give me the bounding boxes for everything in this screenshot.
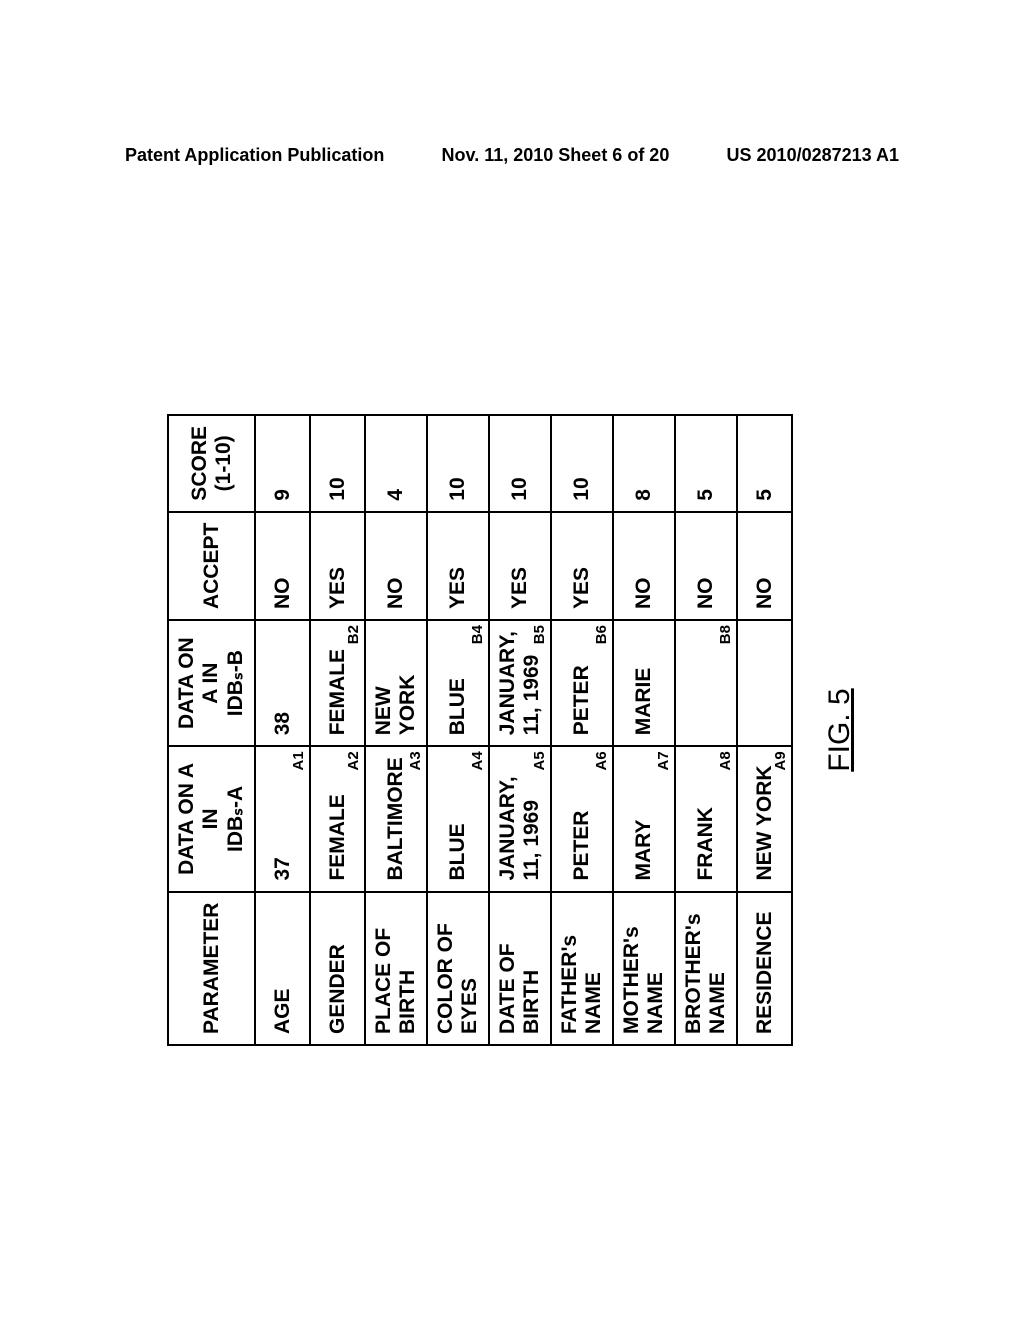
cell-data-a-tag: A5 [531, 751, 548, 770]
header-right: US 2010/0287213 A1 [727, 145, 899, 166]
cell-parameter: AGE [255, 892, 310, 1045]
col-score-line2: (1-10) [212, 426, 236, 501]
header-center: Nov. 11, 2010 Sheet 6 of 20 [442, 145, 670, 166]
cell-data-a-tag: A9 [772, 751, 789, 770]
cell-data-b: NEW YORK [365, 620, 427, 746]
table-header-row: PARAMETER DATA ON A IN IDBₛ-A DATA ON A … [168, 415, 255, 1045]
cell-parameter: COLOR OF EYES [427, 892, 489, 1045]
cell-data-b: BLUEB4 [427, 620, 489, 746]
col-score: SCORE (1-10) [168, 415, 255, 512]
col-accept: ACCEPT [168, 512, 255, 620]
table-body: AGE37A138NO9GENDERFEMALEA2FEMALEB2YES10P… [255, 415, 792, 1045]
cell-accept: YES [489, 512, 551, 620]
cell-data-a-tag: A1 [290, 751, 307, 770]
cell-score: 5 [737, 415, 792, 512]
cell-data-a: NEW YORKA9 [737, 746, 792, 891]
cell-data-a-tag: A2 [345, 751, 362, 770]
cell-data-a: JANUARY, 11, 1969A5 [489, 746, 551, 891]
col-score-line1: SCORE [188, 426, 211, 501]
cell-accept: NO [613, 512, 675, 620]
cell-parameter: DATE OF BIRTH [489, 892, 551, 1045]
cell-data-b: JANUARY, 11, 1969B5 [489, 620, 551, 746]
cell-parameter: RESIDENCE [737, 892, 792, 1045]
cell-accept: NO [255, 512, 310, 620]
cell-data-a-tag: A6 [593, 751, 610, 770]
cell-parameter: MOTHER's NAME [613, 892, 675, 1045]
cell-data-a: PETERA6 [551, 746, 613, 891]
col-data-b-line2: IDBₛ-B [223, 631, 248, 735]
figure-caption: FIG. 5 [823, 414, 857, 1046]
cell-score: 4 [365, 415, 427, 512]
cell-data-a-tag: A4 [469, 751, 486, 770]
col-data-b-line1: DATA ON A IN [175, 637, 222, 729]
cell-accept: NO [675, 512, 737, 620]
page-header: Patent Application Publication Nov. 11, … [0, 145, 1024, 166]
table-row: BROTHER's NAMEFRANKA8 B8 NO5 [675, 415, 737, 1045]
table-row: PLACE OF BIRTHBALTIMOREA3NEW YORKNO4 [365, 415, 427, 1045]
cell-data-b-tag: B4 [469, 625, 486, 644]
table-row: DATE OF BIRTHJANUARY, 11, 1969A5JANUARY,… [489, 415, 551, 1045]
figure-area: PARAMETER DATA ON A IN IDBₛ-A DATA ON A … [167, 414, 857, 1046]
cell-data-b: FEMALEB2 [310, 620, 365, 746]
cell-parameter: BROTHER's NAME [675, 892, 737, 1045]
cell-accept: NO [365, 512, 427, 620]
col-data-b: DATA ON A IN IDBₛ-B [168, 620, 255, 746]
header-left: Patent Application Publication [125, 145, 384, 166]
col-data-a-line2: IDBₛ-A [223, 757, 248, 880]
cell-accept: YES [310, 512, 365, 620]
cell-data-a: FEMALEA2 [310, 746, 365, 891]
col-data-a-line1: DATA ON A IN [175, 763, 222, 875]
cell-data-a: BLUEA4 [427, 746, 489, 891]
cell-score: 5 [675, 415, 737, 512]
cell-data-a: BALTIMOREA3 [365, 746, 427, 891]
cell-parameter: FATHER's NAME [551, 892, 613, 1045]
cell-data-a: 37A1 [255, 746, 310, 891]
cell-data-b-tag: B8 [717, 625, 734, 644]
table-row: GENDERFEMALEA2FEMALEB2YES10 [310, 415, 365, 1045]
cell-accept: YES [427, 512, 489, 620]
col-parameter: PARAMETER [168, 892, 255, 1045]
cell-data-a-tag: A8 [717, 751, 734, 770]
cell-data-b: PETERB6 [551, 620, 613, 746]
cell-score: 10 [489, 415, 551, 512]
cell-data-b: B8 [675, 620, 737, 746]
table-row: AGE37A138NO9 [255, 415, 310, 1045]
cell-data-b-tag: B5 [531, 625, 548, 644]
cell-score: 10 [427, 415, 489, 512]
cell-score: 10 [551, 415, 613, 512]
cell-score: 10 [310, 415, 365, 512]
col-data-a: DATA ON A IN IDBₛ-A [168, 746, 255, 891]
cell-data-b: 38 [255, 620, 310, 746]
table-row: MOTHER's NAMEMARYA7MARIENO8 [613, 415, 675, 1045]
cell-parameter: GENDER [310, 892, 365, 1045]
cell-accept: YES [551, 512, 613, 620]
cell-data-a-tag: A7 [655, 751, 672, 770]
table-row: COLOR OF EYESBLUEA4BLUEB4YES10 [427, 415, 489, 1045]
cell-accept: NO [737, 512, 792, 620]
cell-data-a: MARYA7 [613, 746, 675, 891]
cell-data-b: MARIE [613, 620, 675, 746]
comparison-table: PARAMETER DATA ON A IN IDBₛ-A DATA ON A … [167, 414, 793, 1046]
cell-parameter: PLACE OF BIRTH [365, 892, 427, 1045]
cell-data-b-tag: B6 [593, 625, 610, 644]
table-row: FATHER's NAMEPETERA6PETERB6YES10 [551, 415, 613, 1045]
cell-score: 8 [613, 415, 675, 512]
table-row: RESIDENCENEW YORKA9 NO5 [737, 415, 792, 1045]
cell-data-a: FRANKA8 [675, 746, 737, 891]
cell-data-b-tag: B2 [345, 625, 362, 644]
cell-data-b [737, 620, 792, 746]
cell-data-a-tag: A3 [407, 751, 424, 770]
cell-score: 9 [255, 415, 310, 512]
